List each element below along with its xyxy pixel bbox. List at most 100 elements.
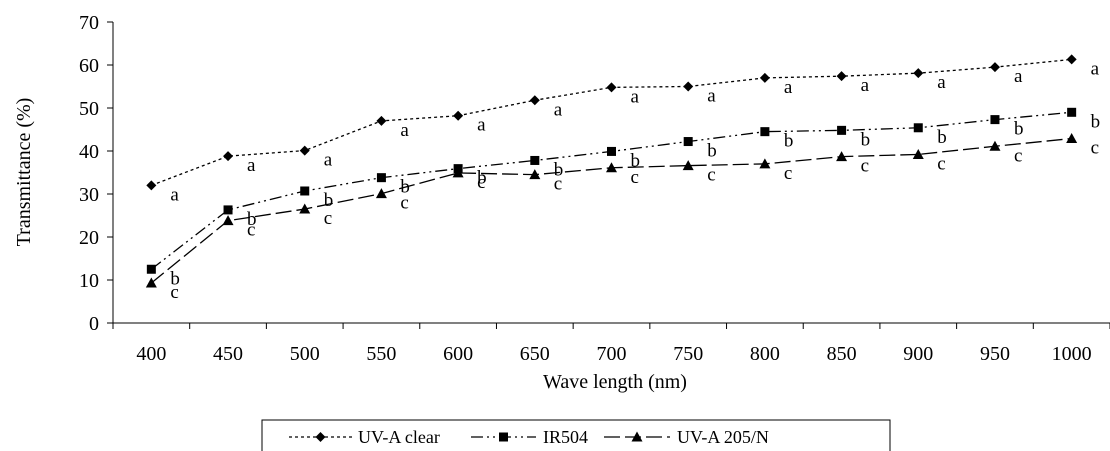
series-uv-a-205-n	[145, 133, 1078, 288]
legend-entry: UV-A 205/N	[604, 427, 769, 447]
data-point-diamond	[146, 180, 157, 191]
data-point-triangle	[1066, 133, 1078, 144]
data-point-triangle	[912, 148, 924, 159]
data-point-triangle	[222, 215, 234, 226]
data-label: a	[170, 184, 179, 205]
legend-box	[261, 419, 891, 451]
data-label: c	[937, 153, 945, 174]
data-label: b	[937, 127, 947, 148]
data-point-square	[223, 205, 233, 215]
data-label: a	[784, 77, 793, 98]
x-tick-label: 500	[290, 343, 320, 365]
x-tick-label: 400	[136, 343, 166, 365]
data-label: c	[554, 174, 562, 195]
data-point-triangle	[759, 158, 771, 169]
data-label: c	[631, 167, 639, 188]
data-label: c	[247, 220, 255, 241]
data-point-diamond	[606, 82, 617, 93]
data-label: a	[247, 155, 256, 176]
data-label: b	[477, 168, 487, 189]
data-label: c	[400, 193, 408, 214]
data-label: a	[861, 75, 870, 96]
legend-label: IR504	[543, 427, 588, 447]
y-tick-label: 20	[79, 227, 99, 249]
data-point-triangle	[631, 431, 643, 442]
data-label: b	[324, 190, 334, 211]
data-label: b	[247, 209, 256, 230]
data-point-square	[913, 123, 923, 133]
data-label: b	[861, 129, 871, 150]
y-tick-label: 50	[79, 98, 99, 120]
data-label: a	[1014, 66, 1023, 87]
data-point-triangle	[299, 203, 311, 214]
x-tick-label: 1000	[1052, 343, 1092, 365]
data-point-diamond	[1066, 54, 1077, 65]
data-point-diamond	[315, 432, 326, 442]
data-label: b	[554, 159, 564, 180]
data-label: a	[937, 72, 946, 93]
data-point-diamond	[529, 95, 540, 106]
x-tick-label: 550	[366, 343, 396, 365]
x-tick-label: 450	[213, 343, 243, 365]
data-point-square	[300, 186, 310, 196]
data-label: c	[1014, 145, 1022, 166]
data-point-triangle	[375, 188, 387, 199]
data-point-diamond	[913, 68, 924, 79]
data-point-diamond	[759, 72, 770, 83]
data-label: b	[707, 141, 717, 162]
data-label: a	[554, 99, 563, 120]
data-label: c	[477, 172, 485, 193]
data-point-square	[530, 155, 540, 165]
data-label: b	[631, 150, 641, 171]
x-tick-label: 800	[750, 343, 780, 365]
data-label: c	[1091, 138, 1099, 159]
legend-entry: UV-A clear	[289, 427, 440, 447]
data-point-triangle	[145, 277, 157, 288]
y-tick-label: 40	[79, 141, 99, 163]
data-point-square	[376, 173, 386, 183]
data-label: b	[784, 131, 794, 152]
data-point-square	[1067, 107, 1077, 117]
data-point-triangle	[682, 160, 694, 171]
x-tick-label: 900	[903, 343, 933, 365]
data-point-diamond	[223, 151, 234, 162]
data-label: c	[861, 156, 869, 177]
chart-series	[145, 54, 1078, 288]
x-tick-label: 700	[597, 343, 627, 365]
data-label: c	[170, 282, 178, 303]
y-axis-title: Transmittance (%)	[13, 98, 35, 247]
data-point-diamond	[376, 115, 387, 126]
data-point-square	[990, 115, 1000, 125]
data-point-square	[683, 137, 693, 147]
data-label: c	[784, 163, 792, 184]
series-line	[150, 137, 1072, 284]
data-point-diamond	[299, 145, 310, 156]
data-label: b	[400, 177, 410, 198]
y-tick-label: 0	[89, 313, 99, 335]
y-tick-label: 30	[79, 184, 99, 206]
x-tick-label: 950	[980, 343, 1010, 365]
data-point-diamond	[683, 81, 694, 92]
data-point-diamond	[453, 110, 464, 121]
x-tick-label: 650	[520, 343, 550, 365]
data-point-diamond	[989, 62, 1000, 73]
x-tick-label: 750	[673, 343, 703, 365]
data-label: a	[400, 120, 409, 141]
data-label: b	[1014, 119, 1024, 140]
data-label: b	[170, 268, 180, 289]
y-tick-label: 60	[79, 55, 99, 77]
chart-legend: UV-A clear IR504 UV-A 205/N	[261, 419, 891, 451]
data-label: c	[324, 208, 332, 229]
data-point-square	[499, 432, 508, 442]
data-point-square	[146, 264, 156, 274]
data-point-square	[760, 127, 770, 137]
x-tick-label: 850	[827, 343, 857, 365]
chart-axes: 0 10 20 30 40 50 60 70 400 450 500 550 600 650 700 750 8…	[79, 12, 1110, 365]
data-point-triangle	[606, 162, 617, 173]
data-point-triangle	[836, 151, 848, 162]
data-label: a	[707, 86, 716, 107]
series-uv-a-clear	[146, 54, 1077, 191]
data-point-triangle	[529, 169, 541, 180]
